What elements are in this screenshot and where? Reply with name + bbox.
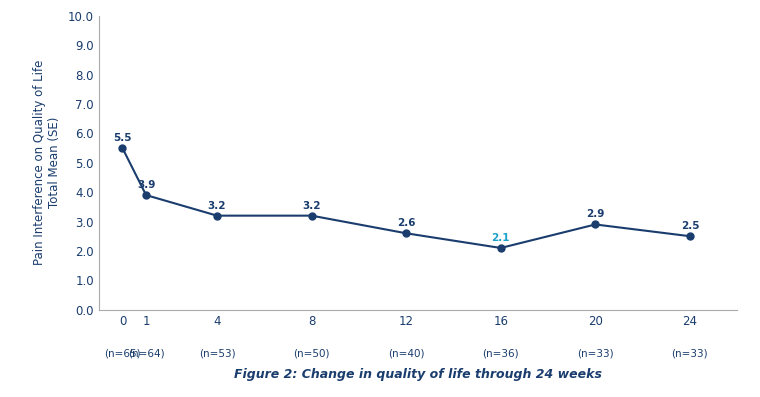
Text: 2.9: 2.9 [586,210,604,220]
Text: (n=36): (n=36) [483,349,519,358]
Text: 2.1: 2.1 [492,233,510,243]
Text: (n=33): (n=33) [577,349,613,358]
Y-axis label: Pain Interference on Quality of Life
Total Mean (SE): Pain Interference on Quality of Life Tot… [33,60,61,266]
Text: (n=33): (n=33) [672,349,708,358]
Text: 2.5: 2.5 [681,221,699,231]
Text: (n=53): (n=53) [198,349,236,358]
Text: 2.6: 2.6 [397,218,416,228]
Text: (n=65): (n=65) [104,349,141,358]
Text: 3.2: 3.2 [302,200,321,211]
Text: 3.2: 3.2 [207,200,226,211]
Text: (n=64): (n=64) [128,349,164,358]
Text: 5.5: 5.5 [113,133,131,143]
Text: (n=40): (n=40) [388,349,424,358]
Text: (n=50): (n=50) [293,349,330,358]
Text: 3.9: 3.9 [137,180,155,190]
Text: Figure 2: Change in quality of life through 24 weeks: Figure 2: Change in quality of life thro… [234,368,602,381]
